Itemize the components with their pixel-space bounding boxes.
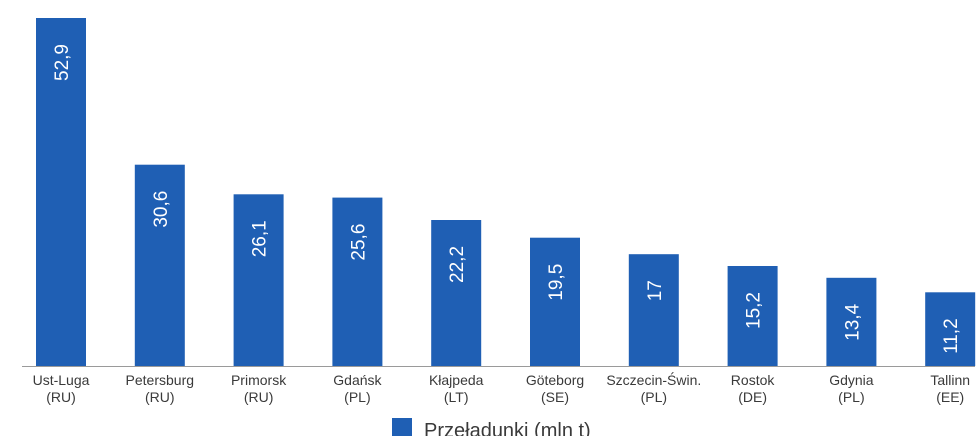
bar-value-label: 52,9 bbox=[52, 44, 73, 81]
legend-swatch bbox=[392, 418, 412, 436]
bar bbox=[134, 164, 185, 366]
bar bbox=[36, 18, 86, 366]
x-tick-label: Rostok (DE) bbox=[731, 372, 776, 405]
bar bbox=[530, 237, 580, 366]
value-labels-layer: 52,9 30,6 26,1 25,6 22,2 19,5 17 15,2 13,4 11,2 bbox=[52, 44, 962, 354]
x-tick-label: Kłajpeda (LT) bbox=[429, 372, 484, 405]
x-tick-label: Ust-Luga (RU) bbox=[33, 372, 90, 405]
x-tick-labels-layer: Ust-Luga (RU) Petersburg (RU) Primorsk (RU) Gd… bbox=[33, 371, 970, 405]
bar bbox=[925, 292, 976, 366]
x-tick-label: Szczecin-Świn. (PL) bbox=[606, 371, 701, 405]
bar-value-label: 26,1 bbox=[250, 220, 271, 257]
bar-value-label: 11,2 bbox=[941, 318, 962, 354]
bar bbox=[233, 194, 284, 366]
bar-value-label: 17 bbox=[645, 280, 666, 301]
x-tick-label: Göteborg (SE) bbox=[526, 372, 584, 405]
bar bbox=[628, 254, 679, 366]
x-tick-label: Petersburg (RU) bbox=[126, 372, 194, 405]
bar-value-label: 30,6 bbox=[151, 191, 172, 228]
x-tick-label: Tallinn (EE) bbox=[930, 372, 970, 405]
legend: Przeładunki (mln t) bbox=[392, 418, 591, 441]
x-tick-label: Primorsk (RU) bbox=[231, 372, 287, 405]
bar bbox=[727, 266, 778, 366]
bar bbox=[826, 277, 877, 366]
bars-layer bbox=[36, 18, 976, 366]
x-tick-label: Gdynia (PL) bbox=[829, 372, 874, 405]
bar bbox=[332, 197, 383, 366]
bar bbox=[431, 220, 482, 366]
legend-label: Przeładunki (mln t) bbox=[424, 420, 591, 436]
bar-value-label: 22,2 bbox=[447, 246, 468, 283]
bar-value-label: 19,5 bbox=[546, 264, 567, 301]
x-tick-label: Gdańsk (PL) bbox=[333, 372, 382, 405]
bar-value-label: 13,4 bbox=[842, 303, 863, 340]
bar-value-label: 15,2 bbox=[744, 292, 765, 329]
bar-value-label: 25,6 bbox=[348, 224, 369, 261]
